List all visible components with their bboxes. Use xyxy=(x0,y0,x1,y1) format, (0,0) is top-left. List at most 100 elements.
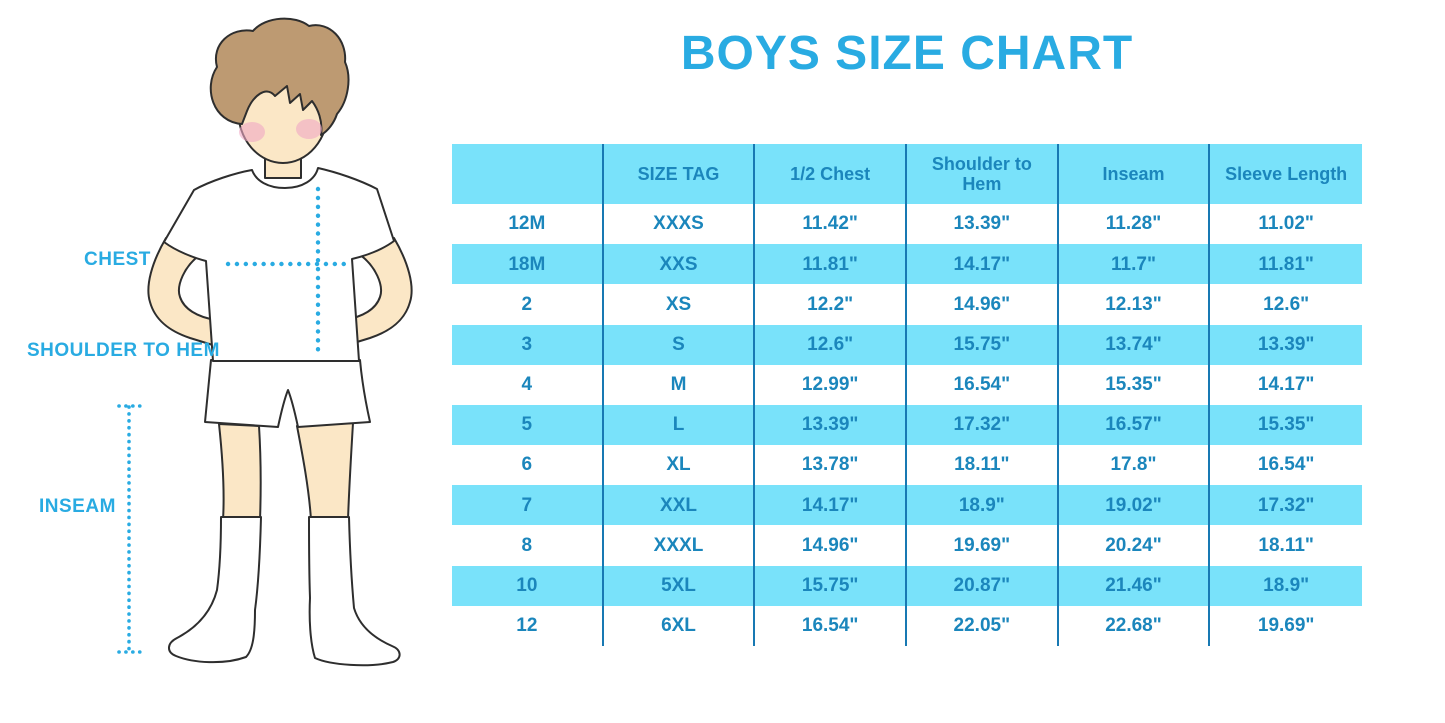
size-label-cell: 12M xyxy=(452,204,604,245)
value-cell: 20.24" xyxy=(1059,525,1211,566)
table-row: 12M XXXS 11.42" 13.39" 11.28" 11.02" xyxy=(452,204,1362,245)
value-cell: XXXL xyxy=(604,525,756,566)
value-cell: XXL xyxy=(604,485,756,526)
boy-left-blush xyxy=(239,122,265,142)
boy-left-sock xyxy=(168,516,262,664)
header-cell: Shoulder to Hem xyxy=(907,144,1059,204)
shoulder-to-hem-label: SHOULDER TO HEM xyxy=(27,340,220,361)
value-cell: 11.81" xyxy=(755,244,907,285)
value-cell: 14.96" xyxy=(907,284,1059,325)
value-cell: 22.68" xyxy=(1059,605,1211,646)
size-label-cell: 18M xyxy=(452,244,604,285)
value-cell: 16.54" xyxy=(907,364,1059,405)
value-cell: 17.8" xyxy=(1059,445,1211,486)
size-label-cell: 3 xyxy=(452,324,604,365)
header-cell: 1/2 Chest xyxy=(755,144,907,204)
value-cell: 12.2" xyxy=(755,284,907,325)
size-table: SIZE TAG 1/2 Chest Shoulder to Hem Inseam Sl… xyxy=(452,144,1362,646)
value-cell: 5XL xyxy=(604,565,756,606)
size-label-cell: 6 xyxy=(452,445,604,486)
size-label-cell: 4 xyxy=(452,364,604,405)
size-label-cell: 10 xyxy=(452,565,604,606)
value-cell: 12.6" xyxy=(1263,293,1310,315)
value-cell: 13.39" xyxy=(1257,333,1315,355)
table-header-row: SIZE TAG 1/2 Chest Shoulder to Hem Inseam Sl… xyxy=(452,144,1362,204)
table-body: 12M XXXS 11.42" 13.39" 11.28" 11.02" 18M XXS 11.… xyxy=(452,204,1362,646)
value-cell: XXXS xyxy=(604,204,756,245)
boy-measurement-illustration xyxy=(117,17,413,667)
table-row: 10 5XL 15.75" 20.87" 21.46" 18.9" xyxy=(452,565,1362,606)
table-row: 18M XXS 11.81" 14.17" 11.7" 11.81" xyxy=(452,244,1362,285)
table-row: 8 XXXL 14.96" 19.69" 20.24" 18.11" xyxy=(452,525,1362,566)
page-title: BOYS SIZE CHART xyxy=(680,27,1134,80)
value-cell: 13.39" xyxy=(907,204,1059,245)
header-cell: Sleeve Length xyxy=(1225,163,1348,184)
boy-left-leg xyxy=(218,423,262,521)
header-cell: SIZE TAG xyxy=(604,144,756,204)
table-row: 3 S 12.6" 15.75" 13.74" 13.39" xyxy=(452,324,1362,365)
value-cell: XL xyxy=(604,445,756,486)
value-cell: 18.9" xyxy=(1263,575,1310,596)
value-cell: 19.02" xyxy=(1059,485,1211,526)
size-label-cell: 2 xyxy=(452,284,604,325)
value-cell: 19.69" xyxy=(1257,615,1315,637)
header-cell: Inseam xyxy=(1059,144,1211,204)
value-cell: 13.39" xyxy=(755,404,907,446)
value-cell: 18.11" xyxy=(1258,534,1314,556)
value-cell: 14.17" xyxy=(1257,374,1315,396)
value-cell: XS xyxy=(604,284,756,325)
value-cell: 15.35" xyxy=(1059,364,1211,405)
value-cell: 21.46" xyxy=(1059,565,1211,606)
value-cell: L xyxy=(604,404,756,446)
value-cell: 15.35" xyxy=(1257,414,1315,436)
value-cell: 18.9" xyxy=(907,485,1059,526)
boy-right-leg xyxy=(296,422,354,521)
boy-tshirt xyxy=(163,167,395,362)
size-label-cell: 12 xyxy=(452,605,604,646)
size-label-cell: 7 xyxy=(452,485,604,526)
value-cell: 11.81" xyxy=(1258,253,1314,275)
value-cell: 16.57" xyxy=(1059,404,1211,446)
value-cell: 13.74" xyxy=(1059,324,1211,365)
table-row: 6 XL 13.78" 18.11" 17.8" 16.54" xyxy=(452,445,1362,486)
value-cell: 13.78" xyxy=(755,445,907,486)
header-cell-empty xyxy=(452,144,604,204)
value-cell: 15.75" xyxy=(755,565,907,606)
value-cell: 14.17" xyxy=(755,485,907,526)
size-label-cell: 5 xyxy=(452,404,604,446)
value-cell: 14.17" xyxy=(907,244,1059,285)
value-cell: 12.99" xyxy=(755,364,907,405)
chest-label: CHEST xyxy=(84,249,151,270)
boy-hair xyxy=(209,17,350,136)
value-cell: 16.54" xyxy=(1257,454,1315,476)
table-row: 12 6XL 16.54" 22.05" 22.68" 19.69" xyxy=(452,605,1362,646)
value-cell: 17.32" xyxy=(1257,494,1315,516)
value-cell: 20.87" xyxy=(907,565,1059,606)
value-cell: 16.54" xyxy=(755,605,907,646)
table-row: 2 XS 12.2" 14.96" 12.13" 12.6" xyxy=(452,284,1362,325)
size-label-cell: 8 xyxy=(452,525,604,566)
value-cell: M xyxy=(604,364,756,405)
value-cell: 12.13" xyxy=(1059,284,1211,325)
table-row: 5 L 13.39" 17.32" 16.57" 15.35" xyxy=(452,404,1362,446)
value-cell: 11.28" xyxy=(1059,204,1211,245)
boy-shorts xyxy=(204,359,371,428)
value-cell: 15.75" xyxy=(907,324,1059,365)
boy-right-sock xyxy=(308,516,401,667)
value-cell: 6XL xyxy=(604,605,756,646)
boy-right-blush xyxy=(296,119,322,139)
table-row: 7 XXL 14.17" 18.9" 19.02" 17.32" xyxy=(452,485,1362,526)
value-cell: 11.7" xyxy=(1059,244,1211,285)
value-cell: 19.69" xyxy=(907,525,1059,566)
table-row: 4 M 12.99" 16.54" 15.35" 14.17" xyxy=(452,364,1362,405)
value-cell: 14.96" xyxy=(755,525,907,566)
value-cell: S xyxy=(604,324,756,365)
value-cell: XXS xyxy=(604,244,756,285)
value-cell: 18.11" xyxy=(907,445,1059,486)
value-cell: 11.02" xyxy=(1258,213,1314,235)
inseam-label: INSEAM xyxy=(39,496,116,517)
value-cell: 12.6" xyxy=(755,324,907,365)
value-cell: 11.42" xyxy=(755,204,907,245)
value-cell: 22.05" xyxy=(907,605,1059,646)
